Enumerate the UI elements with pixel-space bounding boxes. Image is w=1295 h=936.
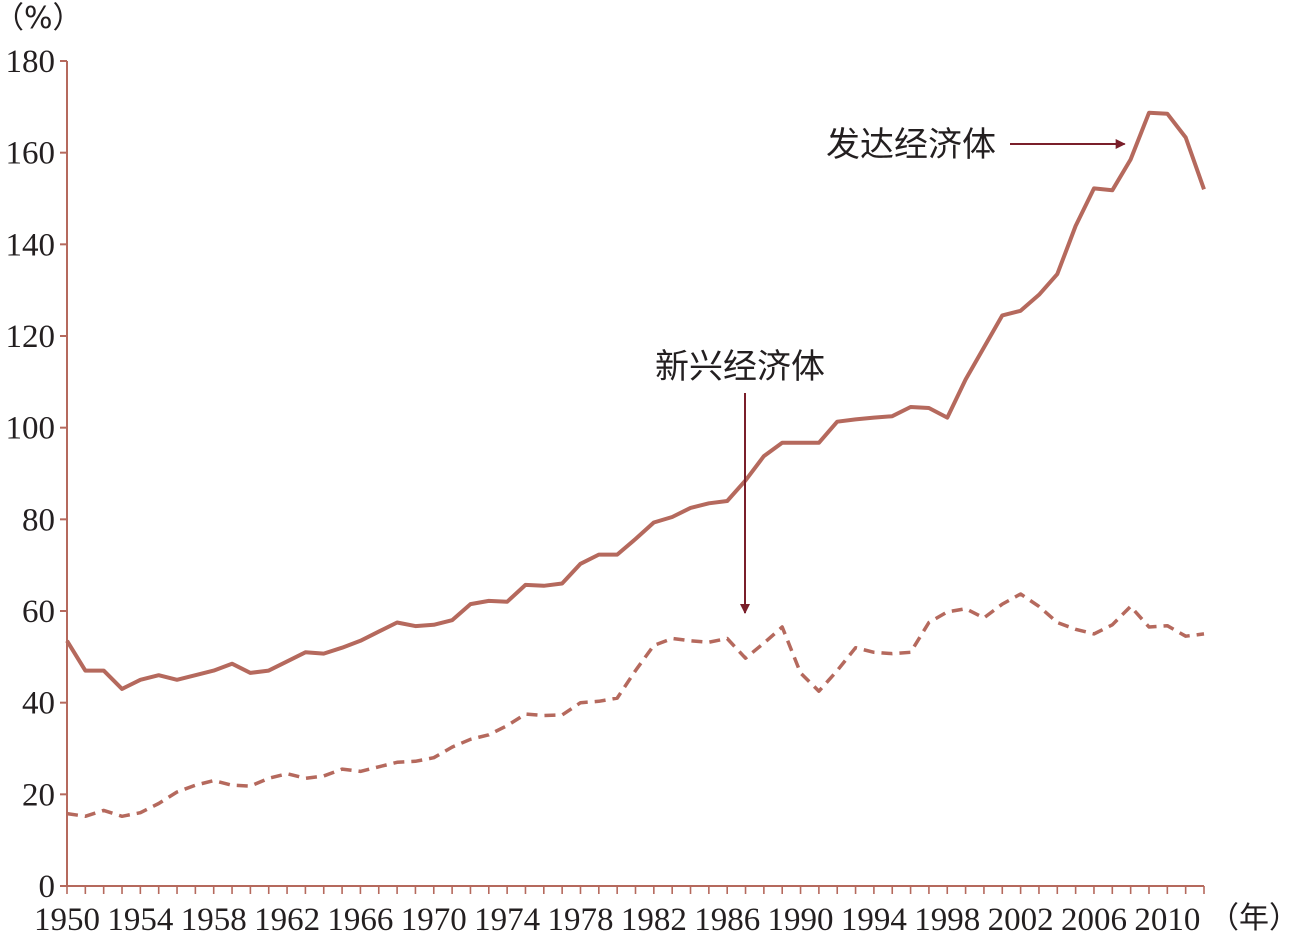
- y-tick-label: 60: [22, 594, 55, 630]
- y-axis-unit-label: （%）: [0, 1, 83, 36]
- y-tick-label: 140: [6, 227, 56, 263]
- x-tick-label: 2010: [1134, 902, 1200, 936]
- y-tick-label: 20: [22, 777, 55, 813]
- x-tick-label: 1994: [841, 902, 907, 936]
- x-tick-label: 1986: [694, 902, 760, 936]
- x-tick-label: 1950: [34, 902, 100, 936]
- y-tick-label: 40: [22, 686, 55, 722]
- x-tick-label: 2006: [1061, 902, 1127, 936]
- emerging-economies-label: 新兴经济体: [655, 347, 825, 387]
- x-tick-label: 1954: [107, 902, 173, 936]
- emerging-economies-line: [66, 592, 1205, 819]
- x-tick-label: 1962: [254, 902, 320, 936]
- y-axis-ticks: 0 20 40 60 80 100 120 140 160 180: [6, 44, 67, 905]
- x-axis-unit-label: （年）: [1209, 901, 1295, 936]
- y-tick-label: 160: [6, 136, 56, 172]
- x-axis-ticks: 1950 1954 1958 1962 1966 1970 1974 1978 1982 1986…: [34, 886, 1205, 936]
- x-tick-label: 1982: [621, 902, 687, 936]
- developed-economies-label: 发达经济体: [826, 125, 996, 165]
- x-tick-label: 1974: [474, 902, 540, 936]
- y-tick-label: 0: [39, 869, 56, 905]
- x-tick-label: 1966: [327, 902, 393, 936]
- x-tick-label: 1990: [768, 902, 834, 936]
- axes: [66, 61, 1204, 887]
- x-tick-label: 1998: [914, 902, 980, 936]
- x-tick-label: 1978: [547, 902, 613, 936]
- y-tick-label: 100: [6, 411, 56, 447]
- y-tick-label: 180: [6, 44, 56, 80]
- y-tick-label: 80: [22, 502, 55, 538]
- x-tick-label: 1970: [401, 902, 467, 936]
- y-tick-label: 120: [6, 319, 56, 355]
- x-tick-label: 1958: [181, 902, 247, 936]
- developed-economies-line: [65, 110, 1206, 691]
- x-tick-label: 2002: [988, 902, 1054, 936]
- series-lines: [65, 110, 1206, 819]
